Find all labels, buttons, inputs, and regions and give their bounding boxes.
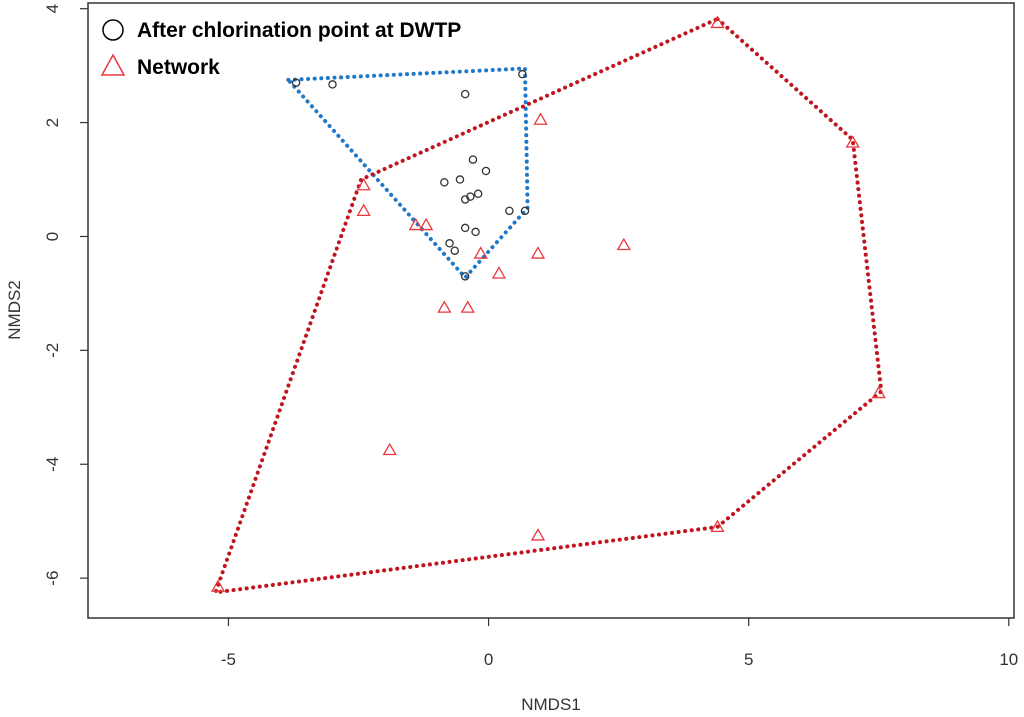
y-tick-label: -2 xyxy=(43,343,62,358)
network-point xyxy=(530,246,546,259)
legend: After chlorination point at DWTP Network xyxy=(100,19,461,79)
network-point xyxy=(473,246,488,259)
network-point xyxy=(533,112,548,125)
dwtp-point xyxy=(471,227,480,237)
network-hull-polygon xyxy=(212,16,884,595)
dwtp-point xyxy=(460,89,470,99)
dwtp-point xyxy=(468,155,478,164)
dwtp-point xyxy=(481,166,491,176)
legend-triangle-marker xyxy=(100,53,126,76)
dwtp-point xyxy=(460,195,470,204)
network-point xyxy=(356,203,371,216)
plot-frame xyxy=(87,2,1015,619)
legend-label-network: Network xyxy=(137,56,220,79)
x-tick-label: -5 xyxy=(221,650,236,669)
x-tick-label: 5 xyxy=(744,650,753,669)
network-point xyxy=(408,217,423,231)
network-point xyxy=(491,266,507,279)
legend-label-dwtp: After chlorination point at DWTP xyxy=(137,19,461,42)
network-point xyxy=(460,300,475,313)
network-point xyxy=(616,237,631,251)
dwtp-point xyxy=(291,78,301,87)
dwtp-point xyxy=(440,178,449,187)
dwtp-hull-polygon xyxy=(284,66,530,281)
hull-group xyxy=(212,16,884,595)
network-point xyxy=(419,217,434,231)
y-tick-label: 4 xyxy=(43,4,62,13)
dwtp-point xyxy=(328,80,337,89)
x-axis: -5 0 5 10 xyxy=(221,618,1018,669)
network-point xyxy=(845,135,860,148)
network-point xyxy=(871,385,886,399)
dwtp-point xyxy=(460,223,470,233)
dwtp-point xyxy=(450,246,460,255)
dwtp-point xyxy=(473,189,483,199)
y-tick-label: -6 xyxy=(43,571,62,586)
dwtp-point xyxy=(520,206,530,216)
dwtp-point xyxy=(445,239,454,248)
y-axis: -6 -4 -2 0 2 4 xyxy=(43,4,88,586)
x-tick-label: 0 xyxy=(484,650,493,669)
y-tick-label: 2 xyxy=(43,118,62,127)
network-point xyxy=(710,15,725,29)
dwtp-point xyxy=(460,272,470,281)
points-group xyxy=(210,15,886,592)
y-tick-label: 0 xyxy=(43,232,62,241)
dwtp-point xyxy=(505,206,514,216)
y-tick-label: -4 xyxy=(43,457,62,472)
dwtp-point xyxy=(455,175,465,184)
network-point xyxy=(437,300,452,313)
x-axis-title: NMDS1 xyxy=(521,695,581,714)
network-point xyxy=(710,519,725,533)
network-point xyxy=(530,528,546,541)
network-point xyxy=(356,177,371,191)
y-axis-title: NMDS2 xyxy=(5,280,24,340)
legend-circle-marker xyxy=(102,19,124,41)
dwtp-point xyxy=(518,69,527,79)
network-point xyxy=(210,579,226,592)
network-point xyxy=(382,442,397,456)
x-tick-label: 10 xyxy=(999,650,1018,669)
